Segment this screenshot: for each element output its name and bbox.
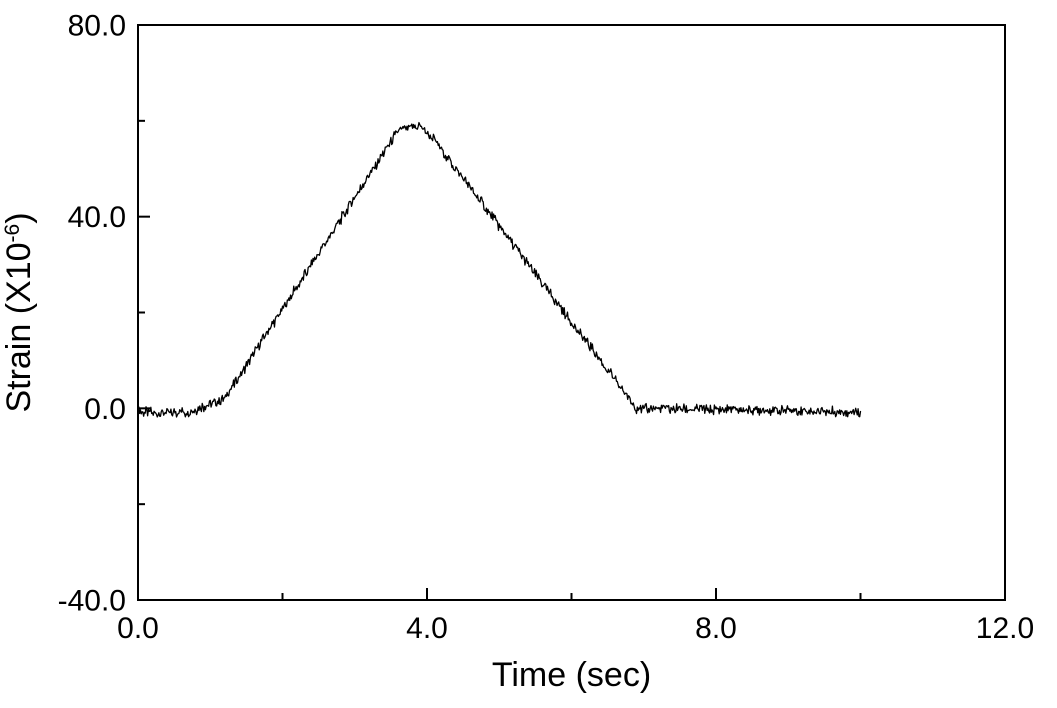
svg-text:-40.0: -40.0	[58, 585, 126, 618]
strain-time-chart: 0.04.08.012.0-40.00.040.080.0Time (sec)S…	[0, 0, 1057, 708]
svg-text:8.0: 8.0	[695, 612, 737, 645]
svg-text:Strain (X10-6): Strain (X10-6)	[0, 212, 38, 412]
svg-text:40.0: 40.0	[68, 201, 126, 234]
svg-text:12.0: 12.0	[976, 612, 1034, 645]
chart-svg: 0.04.08.012.0-40.00.040.080.0Time (sec)S…	[0, 0, 1057, 708]
svg-text:4.0: 4.0	[406, 612, 448, 645]
svg-text:0.0: 0.0	[84, 393, 126, 426]
svg-text:80.0: 80.0	[68, 10, 126, 43]
svg-text:Time (sec): Time (sec)	[492, 656, 651, 694]
